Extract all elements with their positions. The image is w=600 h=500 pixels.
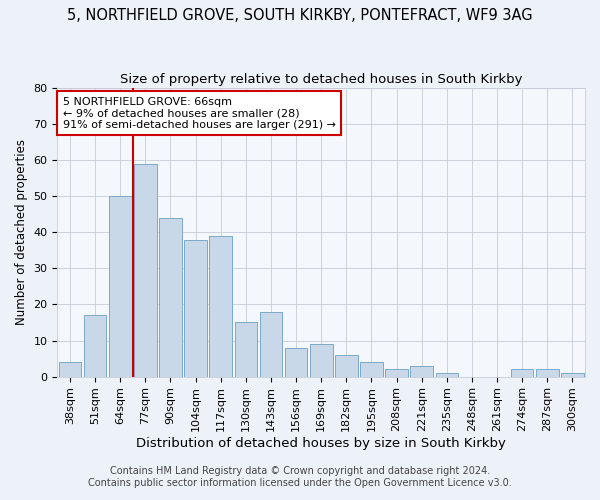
Bar [109,196,131,376]
Y-axis label: Number of detached properties: Number of detached properties [15,140,28,326]
Title: Size of property relative to detached houses in South Kirkby: Size of property relative to detached ho… [120,72,523,86]
Bar [536,370,559,376]
Bar [159,218,182,376]
Bar [209,236,232,376]
Bar [561,373,584,376]
Bar [59,362,81,376]
Bar [310,344,332,376]
Bar [184,240,207,376]
Bar [385,370,408,376]
Bar [410,366,433,376]
Text: Contains HM Land Registry data © Crown copyright and database right 2024.
Contai: Contains HM Land Registry data © Crown c… [88,466,512,487]
Bar [511,370,533,376]
Bar [260,312,282,376]
Bar [436,373,458,376]
Text: 5 NORTHFIELD GROVE: 66sqm
← 9% of detached houses are smaller (28)
91% of semi-d: 5 NORTHFIELD GROVE: 66sqm ← 9% of detach… [62,96,335,130]
Bar [84,316,106,376]
Bar [235,322,257,376]
Bar [360,362,383,376]
X-axis label: Distribution of detached houses by size in South Kirkby: Distribution of detached houses by size … [136,437,506,450]
Bar [134,164,157,376]
Bar [335,355,358,376]
Bar [285,348,307,376]
Text: 5, NORTHFIELD GROVE, SOUTH KIRKBY, PONTEFRACT, WF9 3AG: 5, NORTHFIELD GROVE, SOUTH KIRKBY, PONTE… [67,8,533,22]
